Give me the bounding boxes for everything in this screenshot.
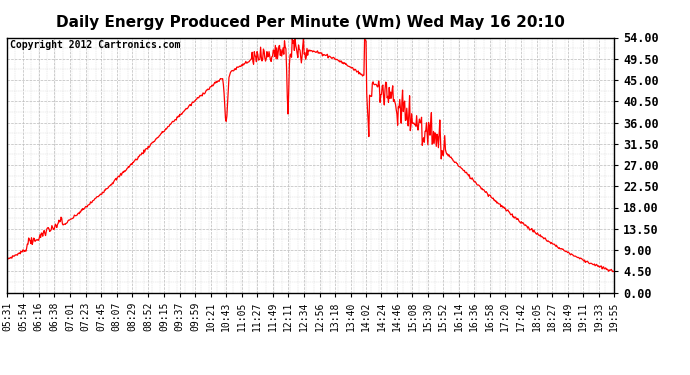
Text: Daily Energy Produced Per Minute (Wm) Wed May 16 20:10: Daily Energy Produced Per Minute (Wm) We… bbox=[56, 15, 565, 30]
Text: Copyright 2012 Cartronics.com: Copyright 2012 Cartronics.com bbox=[10, 40, 180, 50]
